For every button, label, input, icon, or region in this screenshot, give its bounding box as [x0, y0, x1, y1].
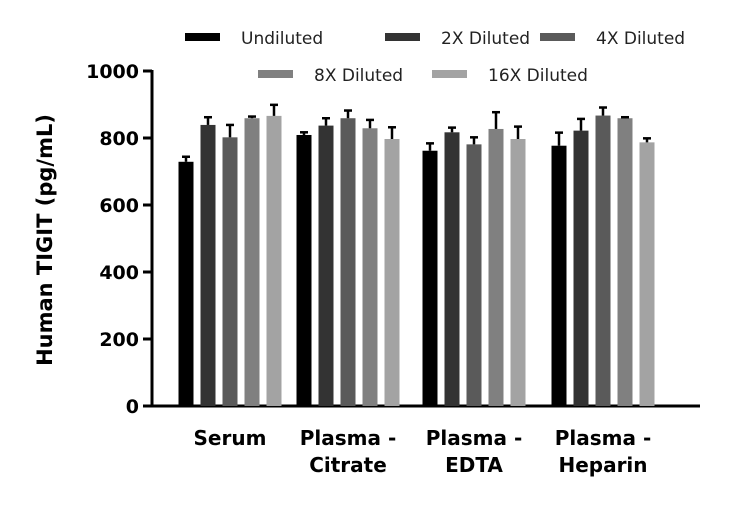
legend-swatch — [185, 33, 220, 41]
y-tick-label: 400 — [99, 262, 139, 284]
bar — [551, 145, 567, 406]
y-tick-label: 1000 — [86, 61, 139, 83]
legend-swatch — [432, 70, 467, 78]
legend-label: Undiluted — [241, 29, 323, 49]
x-tick-label: Citrate — [309, 453, 387, 477]
bar — [222, 137, 238, 406]
bar — [362, 128, 378, 406]
bars — [178, 103, 655, 407]
bar — [422, 150, 438, 406]
legend-label: 4X Diluted — [596, 29, 685, 49]
legend-swatch — [540, 33, 575, 41]
y-tick-label: 0 — [126, 396, 139, 418]
bar — [318, 125, 334, 406]
bar — [340, 118, 356, 407]
bar — [639, 142, 655, 407]
bar — [266, 115, 282, 406]
legend-label: 16X Diluted — [488, 66, 588, 86]
y-axis-label: Human TIGIT (pg/mL) — [33, 114, 57, 366]
bar — [178, 161, 194, 406]
bar — [200, 124, 216, 406]
bar — [617, 118, 633, 407]
bar — [244, 118, 260, 407]
legend-swatch — [258, 70, 293, 78]
legend-label: 8X Diluted — [314, 66, 403, 86]
x-tick-label: Plasma - — [300, 426, 397, 450]
bar — [384, 139, 400, 406]
bar — [595, 115, 611, 407]
x-tick-label: Plasma - — [555, 426, 652, 450]
bar — [510, 139, 526, 406]
bar — [296, 134, 312, 407]
y-tick-label: 800 — [99, 128, 139, 150]
legend-swatch — [385, 33, 420, 41]
x-tick-label: Serum — [194, 426, 267, 450]
y-tick-label: 600 — [99, 195, 139, 217]
y-tick-label: 200 — [99, 329, 139, 351]
bar — [466, 144, 482, 407]
bar — [444, 132, 460, 406]
bar — [573, 130, 589, 406]
legend-label: 2X Diluted — [441, 29, 530, 49]
bar — [488, 128, 504, 406]
x-tick-labels: Serum Plasma - Citrate Plasma - EDTA Plasma -… — [194, 426, 652, 477]
x-tick-label: Plasma - — [426, 426, 523, 450]
legend: Undiluted 2X Diluted 4X Diluted 8X Diluted 1… — [185, 29, 685, 86]
x-tick-label: EDTA — [445, 453, 503, 477]
x-tick-label: Heparin — [558, 453, 647, 477]
